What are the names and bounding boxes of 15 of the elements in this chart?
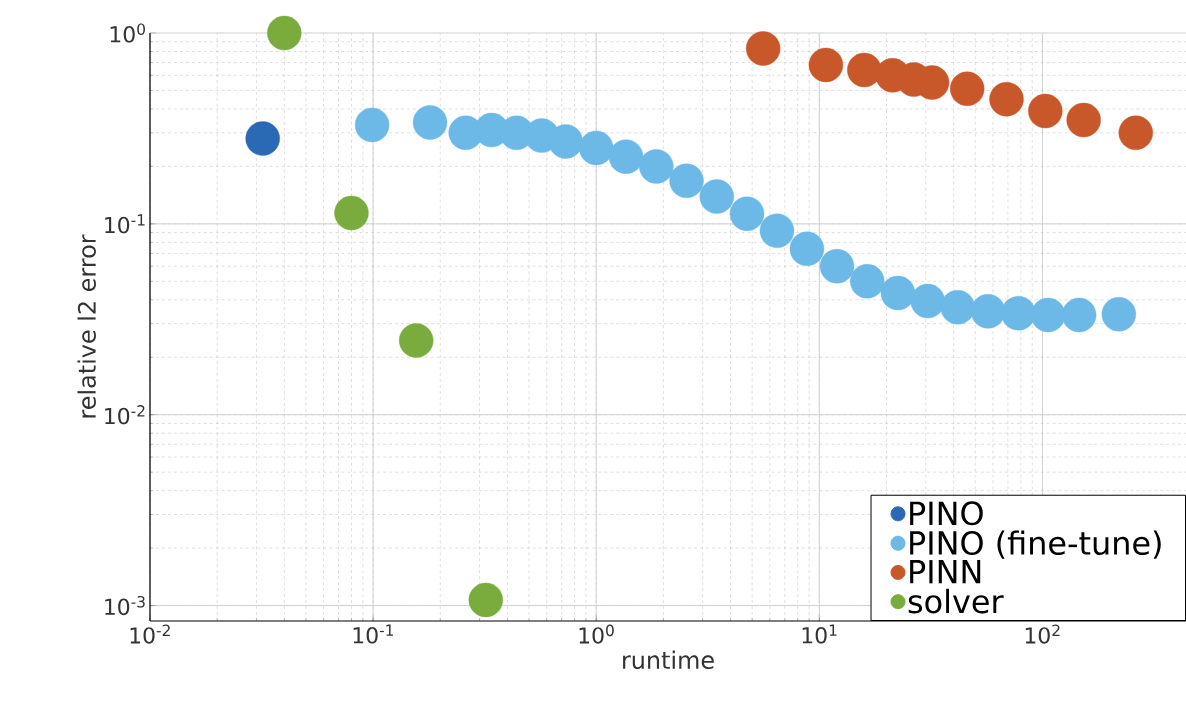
- y-tick-label: 10$^{-2}$: [105, 405, 145, 425]
- y-tick-label: 10$^{0}$: [110, 23, 145, 43]
- legend-label: PINN: [910, 560, 981, 584]
- x-tick-label: 10$^{-1}$: [353, 624, 394, 644]
- y-tick-label: 10$^{-3}$: [105, 595, 145, 616]
- legend-label: PINO: [910, 501, 983, 526]
- x-tick-label: 10$^{1}$: [802, 624, 837, 644]
- y-tick-label: 10$^{-1}$: [105, 214, 145, 234]
- y-axis-title: relative l2 error: [77, 234, 96, 418]
- x-axis-title: runtime: [623, 650, 714, 670]
- x-tick-label: 10$^{2}$: [1025, 624, 1060, 644]
- x-tick-label: 10$^{0}$: [579, 624, 614, 644]
- legend-label: solver: [908, 588, 1004, 614]
- x-tick-label: 10$^{-2}$: [130, 624, 170, 644]
- legend-label: PINO (fine-tune): [910, 530, 1161, 559]
